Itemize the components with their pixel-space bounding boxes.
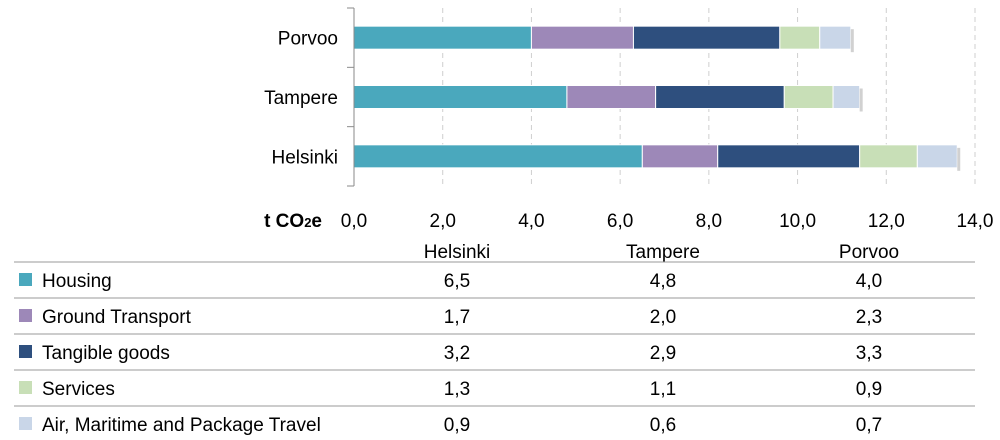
table-cell: 2,9 (650, 343, 676, 364)
bar-segment (530, 25, 634, 50)
table-cell: 1,1 (650, 379, 676, 400)
legend-swatch (19, 381, 32, 394)
table-cell: 4,8 (650, 271, 676, 292)
x-tick-label: 2,0 (430, 211, 456, 232)
unit-subscript: 2 (304, 215, 311, 230)
bar-segment (655, 85, 785, 109)
y-tick-label: Tampere (264, 88, 338, 109)
x-axis-unit-label: t CO2e (264, 211, 322, 232)
legend-swatch (19, 273, 32, 286)
table-cell: 0,6 (650, 415, 676, 436)
axes: Porvoo Tampere Helsinki 0,0 2,0 4,0 6,0 8,0 10,0… (264, 7, 994, 232)
bar-segment (783, 85, 834, 109)
data-table: Helsinki Tampere Porvoo Housing 6,5 4,8 4,0 Gro… (14, 242, 975, 436)
bars (353, 25, 961, 171)
bar-segment (632, 25, 781, 50)
bar-segment (916, 144, 958, 169)
bar-segment (819, 25, 852, 50)
bar-segment (353, 144, 643, 169)
table-cell: 0,9 (856, 379, 882, 400)
x-tick-label: 6,0 (607, 211, 633, 232)
table-column-header: Helsinki (424, 242, 491, 263)
unit-prefix: t CO (264, 211, 304, 232)
bar-end-shadow (957, 147, 961, 171)
table-cell: 3,2 (444, 343, 470, 364)
bar-segment (859, 144, 918, 169)
legend-swatch (19, 417, 32, 430)
bar-end-shadow (850, 29, 854, 53)
x-tick-label: 0,0 (341, 211, 367, 232)
table-cell: 1,3 (444, 379, 470, 400)
y-tick-label: Porvoo (278, 29, 338, 50)
x-tick-label: 12,0 (868, 211, 905, 232)
x-tick-label: 10,0 (779, 211, 816, 232)
legend-label: Tangible goods (42, 343, 170, 364)
bar-segment (566, 85, 657, 109)
legend-label: Services (42, 379, 115, 400)
table-column-header: Tampere (626, 242, 700, 263)
legend-swatch (19, 345, 32, 358)
legend-label: Ground Transport (42, 307, 192, 328)
legend-label: Housing (42, 271, 112, 292)
bar-end-shadow (859, 88, 863, 112)
bar-segment (832, 85, 861, 109)
bar-segment (353, 85, 568, 109)
x-tick-label: 8,0 (696, 211, 722, 232)
table-cell: 6,5 (444, 271, 470, 292)
bar-segment (717, 144, 861, 169)
table-cell: 0,9 (444, 415, 470, 436)
legend-swatch (19, 309, 32, 322)
bar-segment (353, 25, 532, 50)
bar-segment (779, 25, 821, 50)
x-tick-label: 4,0 (518, 211, 544, 232)
y-tick-label: Helsinki (271, 147, 338, 168)
x-tick-label: 14,0 (957, 211, 994, 232)
table-cell: 2,3 (856, 307, 882, 328)
table-cell: 4,0 (856, 271, 882, 292)
table-cell: 3,3 (856, 343, 882, 364)
unit-suffix: e (311, 211, 322, 232)
legend-label: Air, Maritime and Package Travel (42, 415, 321, 436)
bar-segment (641, 144, 719, 169)
table-cell: 0,7 (856, 415, 882, 436)
table-cell: 1,7 (444, 307, 470, 328)
table-column-header: Porvoo (839, 242, 899, 263)
table-cell: 2,0 (650, 307, 676, 328)
